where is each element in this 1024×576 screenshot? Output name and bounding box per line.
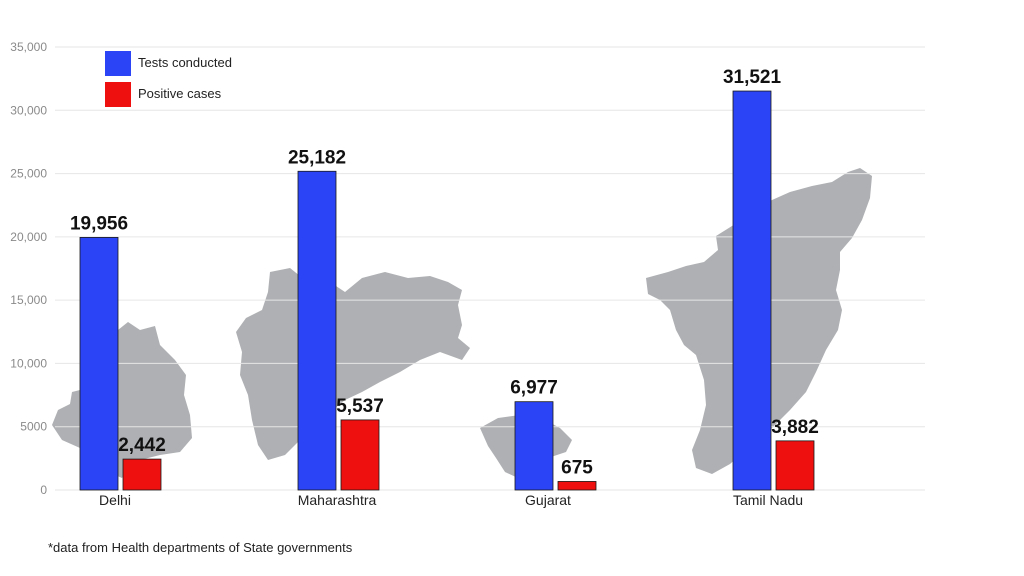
y-tick-label: 0 xyxy=(40,483,47,497)
bar-positive-gujarat xyxy=(557,481,597,491)
value-label: 2,442 xyxy=(118,435,166,456)
bar-positive-maharashtra xyxy=(340,419,380,491)
maharashtra-map-shape xyxy=(236,268,470,460)
legend-label: Tests conducted xyxy=(138,55,232,70)
legend-label: Positive cases xyxy=(138,86,222,101)
value-label: 675 xyxy=(561,457,593,478)
category-label: Tamil Nadu xyxy=(733,492,803,508)
y-tick-label: 20,000 xyxy=(10,230,47,244)
category-labels-group: Delhi Maharashtra Gujarat Tamil Nadu xyxy=(99,492,803,508)
value-labels-group: 19,956 2,442 25,182 5,537 6,977 675 31,521 3,88… xyxy=(70,67,819,478)
category-label: Maharashtra xyxy=(298,492,377,508)
bars-group xyxy=(79,90,815,491)
y-tick-label: 25,000 xyxy=(10,167,47,181)
value-label: 5,537 xyxy=(336,396,384,417)
legend-swatch xyxy=(105,82,131,107)
y-tick-label: 35,000 xyxy=(10,40,47,54)
bar-positive-tamil-nadu xyxy=(775,440,815,491)
category-label: Gujarat xyxy=(525,492,571,508)
value-label: 3,882 xyxy=(771,417,819,438)
bar-positive-delhi xyxy=(122,458,162,491)
legend-swatch xyxy=(105,51,131,76)
value-label: 25,182 xyxy=(288,147,346,168)
y-tick-label: 10,000 xyxy=(10,356,47,370)
bar-tests-tamil-nadu xyxy=(732,90,772,491)
bar-tests-delhi xyxy=(79,237,119,491)
value-label: 31,521 xyxy=(723,67,782,88)
value-label: 6,977 xyxy=(510,378,558,399)
y-axis: 0 5000 10,000 15,000 20,000 25,000 30,000 35,00… xyxy=(10,40,47,497)
value-label: 19,956 xyxy=(70,213,128,234)
legend: Tests conducted Positive cases xyxy=(105,51,232,107)
bar-tests-maharashtra xyxy=(297,170,337,491)
bar-tests-gujarat xyxy=(514,401,554,491)
footnote: *data from Health departments of State g… xyxy=(48,540,353,555)
y-tick-label: 15,000 xyxy=(10,293,47,307)
y-tick-label: 5000 xyxy=(20,420,47,434)
category-label: Delhi xyxy=(99,492,131,508)
y-tick-label: 30,000 xyxy=(10,103,47,117)
